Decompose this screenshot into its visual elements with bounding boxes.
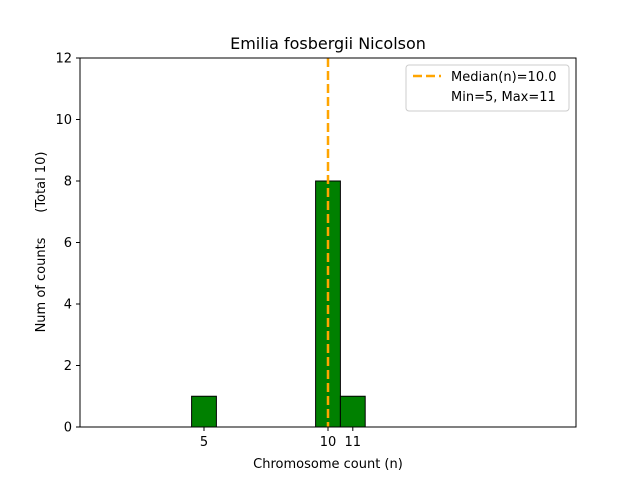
x-tick-label: 11 xyxy=(345,435,362,450)
y-tick-label: 2 xyxy=(64,359,72,374)
x-axis-label: Chromosome count (n) xyxy=(253,457,403,472)
y-axis-ticks: 0 2 4 6 8 10 12 xyxy=(55,52,80,436)
legend-entry-median: Median(n)=10.0 xyxy=(451,70,557,85)
y-tick-label: 4 xyxy=(64,298,72,313)
x-tick-label: 5 xyxy=(200,435,208,450)
y-tick-label: 12 xyxy=(55,52,72,67)
legend-box xyxy=(405,64,570,112)
x-axis-ticks: 5 10 11 xyxy=(200,427,361,450)
y-tick-label: 0 xyxy=(64,421,72,436)
y-axis-label: Num of counts (Total 10) xyxy=(34,152,49,333)
bar-5 xyxy=(191,395,217,428)
legend: Median(n)=10.0 Min=5, Max=11 xyxy=(405,64,570,112)
y-tick-label: 6 xyxy=(64,236,72,251)
y-tick-label: 8 xyxy=(64,175,72,190)
y-tick-label: 10 xyxy=(55,113,72,128)
bar-11 xyxy=(339,395,366,428)
chart-title: Emilia fosbergii Nicolson xyxy=(230,34,426,53)
x-tick-label: 10 xyxy=(320,435,337,450)
legend-entry-range: Min=5, Max=11 xyxy=(451,90,556,105)
